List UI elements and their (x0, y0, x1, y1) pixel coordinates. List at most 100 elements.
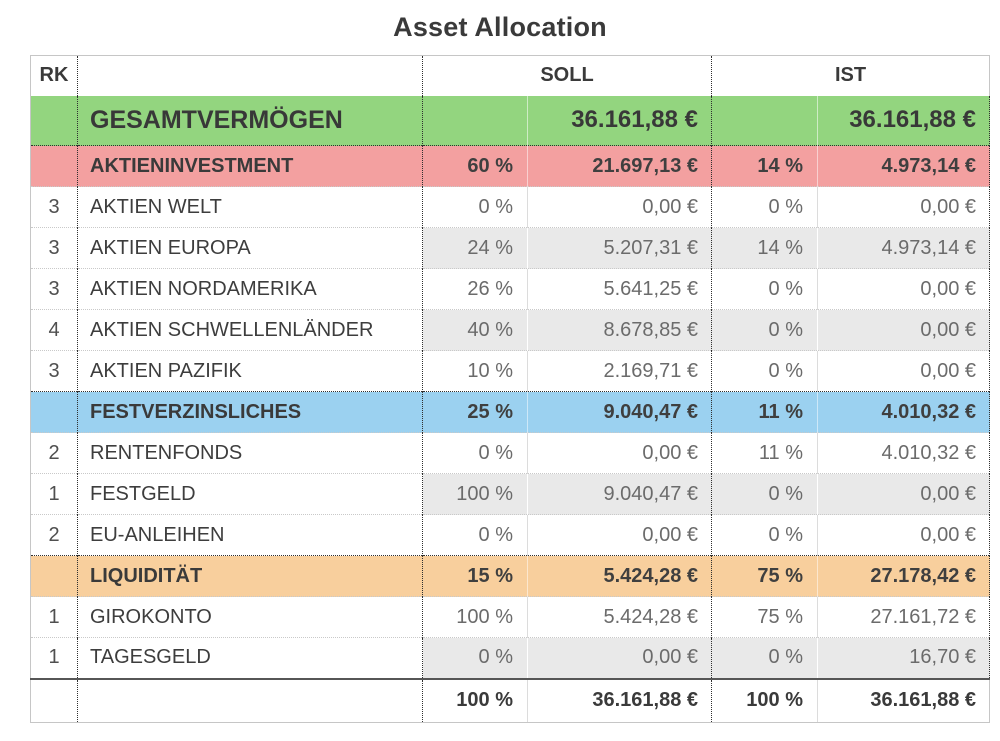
table-row-eu-anleihen: 2 EU-ANLEIHEN 0 % 0,00 €0 % 0,00 € (30, 514, 990, 556)
ist-eur-cell: 4.973,14 € (817, 227, 990, 269)
rk-cell (30, 677, 78, 723)
table-row-aktien-welt: 3 AKTIEN WELT 0 % 0,00 €0 % 0,00 € (30, 186, 990, 228)
soll-pct-cell: 0 % (422, 514, 528, 556)
name-cell: AKTIENINVESTMENT (77, 145, 423, 187)
table-row-aktien-nordamerika: 3 AKTIEN NORDAMERIKA 26 % 5.641,25 €0 % 0,00… (30, 268, 990, 310)
soll-pct-cell: 0 % (422, 186, 528, 228)
name-cell: AKTIEN NORDAMERIKA (77, 268, 423, 310)
rk-cell: 3 (30, 350, 78, 392)
asset-allocation-table: RK SOLL IST GESAMTVERMÖGEN 36.161,88 € 36.… (30, 55, 990, 723)
page-title: Asset Allocation (393, 12, 607, 42)
column-header-name (77, 55, 423, 96)
name-cell: GESAMTVERMÖGEN (77, 95, 423, 146)
soll-pct-cell: 15 % (422, 555, 528, 597)
ist-pct-cell: 14 % (711, 227, 818, 269)
rk-cell: 3 (30, 268, 78, 310)
name-cell: RENTENFONDS (77, 432, 423, 474)
table-row-festverzinsliches: FESTVERZINSLICHES 25 % 9.040,47 €11 % 4.010… (30, 391, 990, 433)
ist-pct-cell (711, 95, 818, 146)
rk-cell: 2 (30, 514, 78, 556)
rk-cell: 1 (30, 473, 78, 515)
soll-eur-cell: 5.641,25 € (527, 268, 712, 310)
soll-eur-cell: 9.040,47 € (527, 391, 712, 433)
soll-eur-cell: 5.207,31 € (527, 227, 712, 269)
ist-pct-cell: 11 % (711, 391, 818, 433)
column-header-rk: RK (30, 55, 78, 96)
name-cell: GIROKONTO (77, 596, 423, 638)
ist-eur-cell: 4.973,14 € (817, 145, 990, 187)
table-row-aktieninvestment: AKTIENINVESTMENT 60 % 21.697,13 €14 % 4.973… (30, 145, 990, 187)
soll-pct-cell: 26 % (422, 268, 528, 310)
table-row-liquiditaet: LIQUIDITÄT 15 % 5.424,28 €75 % 27.178,42 € (30, 555, 990, 597)
soll-pct-cell: 24 % (422, 227, 528, 269)
rk-cell (30, 555, 78, 597)
ist-pct-cell: 0 % (711, 514, 818, 556)
soll-eur-cell: 5.424,28 € (527, 596, 712, 638)
soll-eur-cell: 21.697,13 € (527, 145, 712, 187)
ist-eur-cell: 0,00 € (817, 350, 990, 392)
ist-eur-cell: 0,00 € (817, 473, 990, 515)
soll-eur-cell: 0,00 € (527, 514, 712, 556)
soll-pct-cell: 25 % (422, 391, 528, 433)
ist-pct-cell: 0 % (711, 350, 818, 392)
name-cell: FESTGELD (77, 473, 423, 515)
ist-pct-cell: 75 % (711, 555, 818, 597)
ist-pct-cell: 0 % (711, 637, 818, 679)
ist-pct-cell: 100 % (711, 677, 818, 723)
table-row-aktien-pazifik: 3 AKTIEN PAZIFIK 10 % 2.169,71 €0 % 0,00 € (30, 350, 990, 392)
ist-pct-cell: 0 % (711, 309, 818, 351)
table-row-aktien-europa: 3 AKTIEN EUROPA 24 % 5.207,31 €14 % 4.973,14… (30, 227, 990, 269)
ist-pct-cell: 11 % (711, 432, 818, 474)
ist-eur-cell: 27.161,72 € (817, 596, 990, 638)
ist-eur-cell: 0,00 € (817, 309, 990, 351)
table-body: GESAMTVERMÖGEN 36.161,88 €36.161,88 € AKTI… (30, 95, 990, 723)
ist-eur-cell: 27.178,42 € (817, 555, 990, 597)
rk-cell (30, 95, 78, 146)
soll-pct-cell: 100 % (422, 677, 528, 723)
name-cell: AKTIEN WELT (77, 186, 423, 228)
soll-pct-cell: 100 % (422, 596, 528, 638)
rk-cell: 3 (30, 186, 78, 228)
column-header-ist: IST (711, 55, 990, 96)
ist-eur-cell: 0,00 € (817, 514, 990, 556)
soll-eur-cell: 36.161,88 € (527, 677, 712, 723)
name-cell: EU-ANLEIHEN (77, 514, 423, 556)
ist-eur-cell: 0,00 € (817, 268, 990, 310)
ist-pct-cell: 14 % (711, 145, 818, 187)
rk-cell (30, 145, 78, 187)
table-row-gesamtvermoegen: GESAMTVERMÖGEN 36.161,88 € 36.161,88 € (30, 95, 990, 146)
soll-eur-cell: 9.040,47 € (527, 473, 712, 515)
ist-eur-cell: 4.010,32 € (817, 432, 990, 474)
soll-eur-cell: 2.169,71 € (527, 350, 712, 392)
name-cell: AKTIEN EUROPA (77, 227, 423, 269)
column-header-soll: SOLL (422, 55, 712, 96)
table-row-grand-total: 100 % 36.161,88 €100 % 36.161,88 € (30, 677, 990, 723)
table-row-girokonto: 1 GIROKONTO 100 % 5.424,28 €75 % 27.161,72 € (30, 596, 990, 638)
ist-pct-cell: 0 % (711, 473, 818, 515)
ist-pct-cell: 0 % (711, 186, 818, 228)
ist-eur-cell: 36.161,88 € (817, 95, 990, 146)
soll-pct-cell: 0 % (422, 637, 528, 679)
name-cell: AKTIEN PAZIFIK (77, 350, 423, 392)
name-cell: TAGESGELD (77, 637, 423, 679)
ist-eur-cell: 4.010,32 € (817, 391, 990, 433)
ist-eur-cell: 0,00 € (817, 186, 990, 228)
ist-pct-cell: 0 % (711, 268, 818, 310)
soll-pct-cell: 10 % (422, 350, 528, 392)
name-cell: FESTVERZINSLICHES (77, 391, 423, 433)
ist-pct-cell: 75 % (711, 596, 818, 638)
table-row-tagesgeld: 1 TAGESGELD 0 % 0,00 €0 % 16,70 € (30, 637, 990, 679)
soll-eur-cell: 5.424,28 € (527, 555, 712, 597)
name-cell: LIQUIDITÄT (77, 555, 423, 597)
ist-eur-cell: 16,70 € (817, 637, 990, 679)
ist-eur-cell: 36.161,88 € (817, 677, 990, 723)
rk-cell: 1 (30, 637, 78, 679)
soll-pct-cell: 100 % (422, 473, 528, 515)
soll-eur-cell: 0,00 € (527, 432, 712, 474)
soll-pct-cell: 0 % (422, 432, 528, 474)
rk-cell (30, 391, 78, 433)
header-row: RK SOLL IST (30, 55, 990, 96)
rk-cell: 1 (30, 596, 78, 638)
soll-eur-cell: 36.161,88 € (527, 95, 712, 146)
